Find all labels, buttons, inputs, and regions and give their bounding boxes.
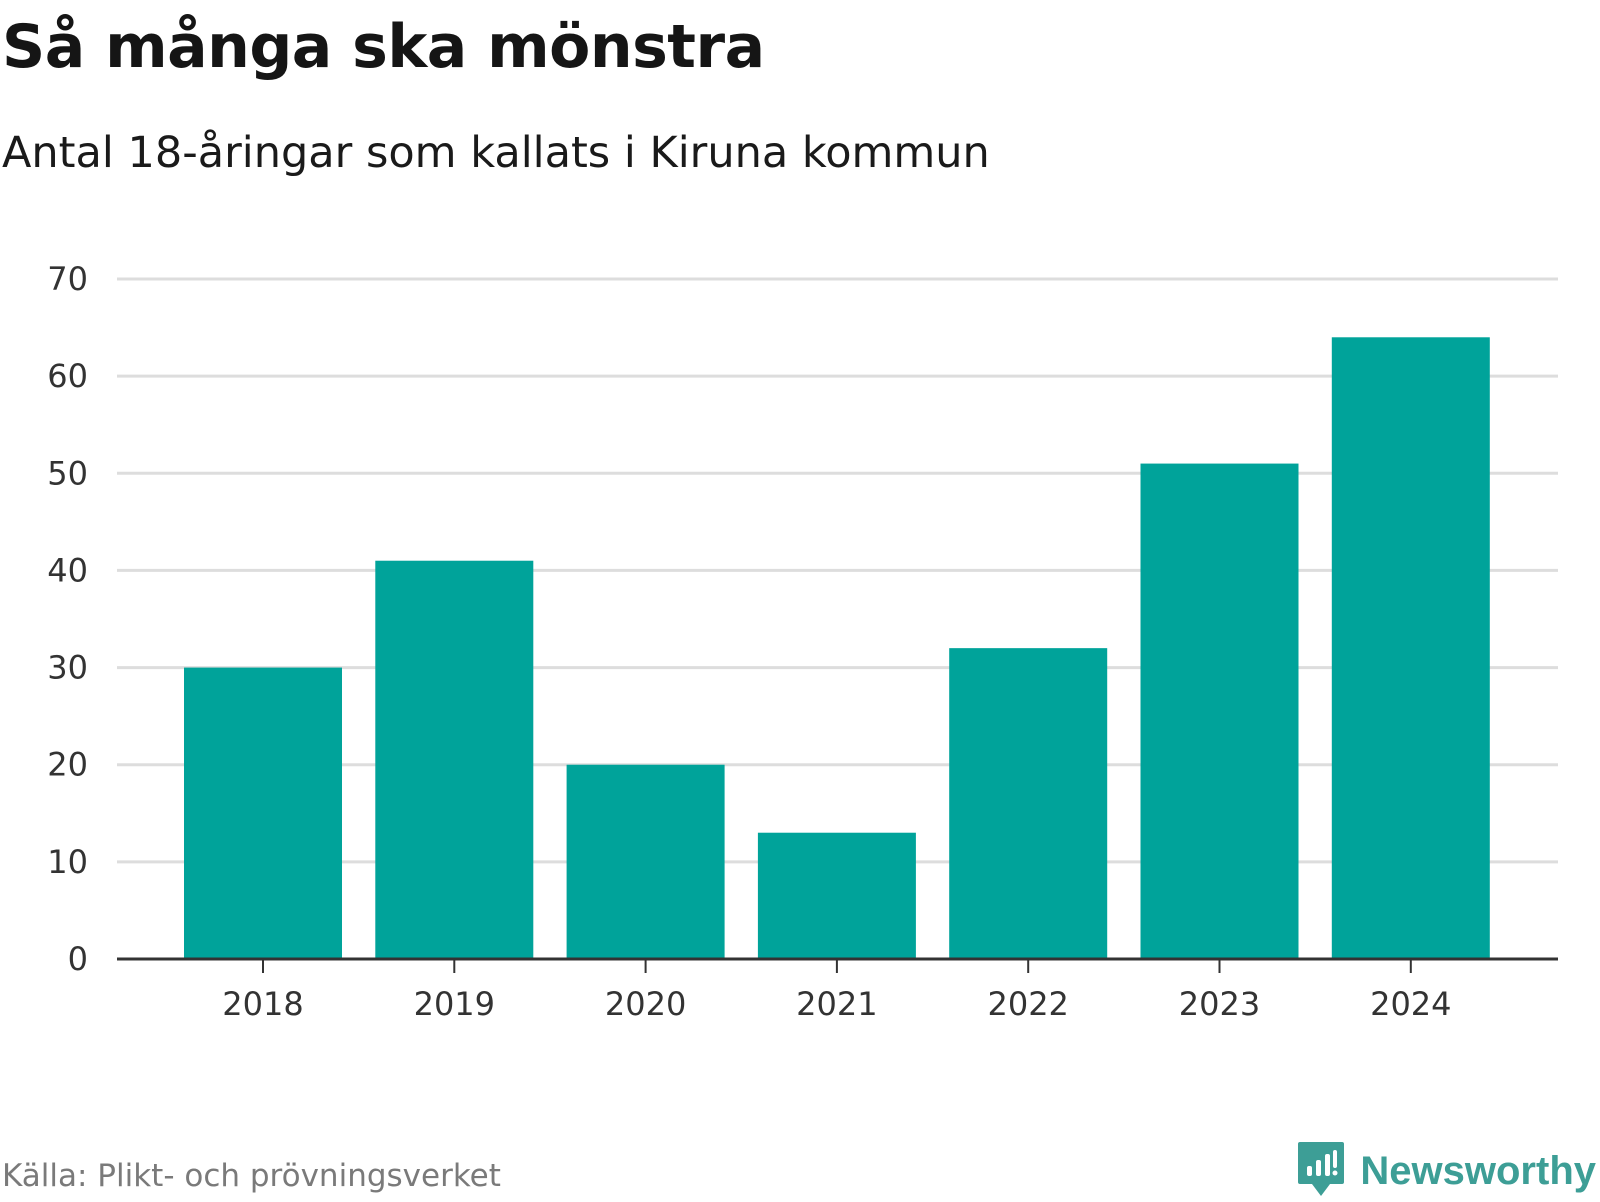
source-note: Källa: Plikt- och prövningsverket	[2, 1158, 501, 1194]
y-tick-label: 40	[47, 551, 88, 589]
x-tick-label: 2019	[414, 985, 495, 1023]
bar-2020[interactable]	[566, 764, 725, 959]
y-tick-label: 20	[47, 746, 88, 784]
y-tick-label: 70	[47, 260, 88, 298]
x-tick-label: 2018	[222, 985, 303, 1023]
y-tick-label: 10	[47, 843, 88, 881]
x-tick-label: 2020	[605, 985, 686, 1023]
chart-title: Så många ska mönstra	[2, 12, 765, 82]
x-tick-label: 2021	[796, 985, 877, 1023]
bar-2024[interactable]	[1331, 337, 1490, 959]
y-tick-label: 0	[68, 940, 88, 978]
bars	[184, 337, 1490, 959]
y-tick-label: 30	[47, 649, 88, 687]
x-tick-label: 2023	[1179, 985, 1260, 1023]
brand-logo[interactable]: Newsworthy	[1296, 1140, 1596, 1202]
newsworthy-logo-icon	[1296, 1140, 1346, 1202]
y-tick-label: 50	[47, 454, 88, 492]
bar-2022[interactable]	[949, 648, 1108, 959]
brand-name: Newsworthy	[1360, 1148, 1596, 1193]
grid-lines	[117, 277, 1558, 864]
bar-2021[interactable]	[757, 832, 916, 959]
bar-2018[interactable]	[184, 667, 342, 959]
y-tick-label: 60	[47, 357, 88, 395]
x-axis: 2018 2019 2020 2021 2022 2023 2024	[117, 957, 1558, 1023]
bar-2023[interactable]	[1140, 463, 1299, 959]
y-axis-ticks: 0 10 20 30 40 50 60 70	[47, 260, 88, 978]
bar-2019[interactable]	[375, 560, 534, 959]
chart-subtitle: Antal 18-åringar som kallats i Kiruna ko…	[2, 128, 990, 178]
x-tick-label: 2022	[987, 985, 1068, 1023]
x-tick-label: 2024	[1370, 985, 1451, 1023]
